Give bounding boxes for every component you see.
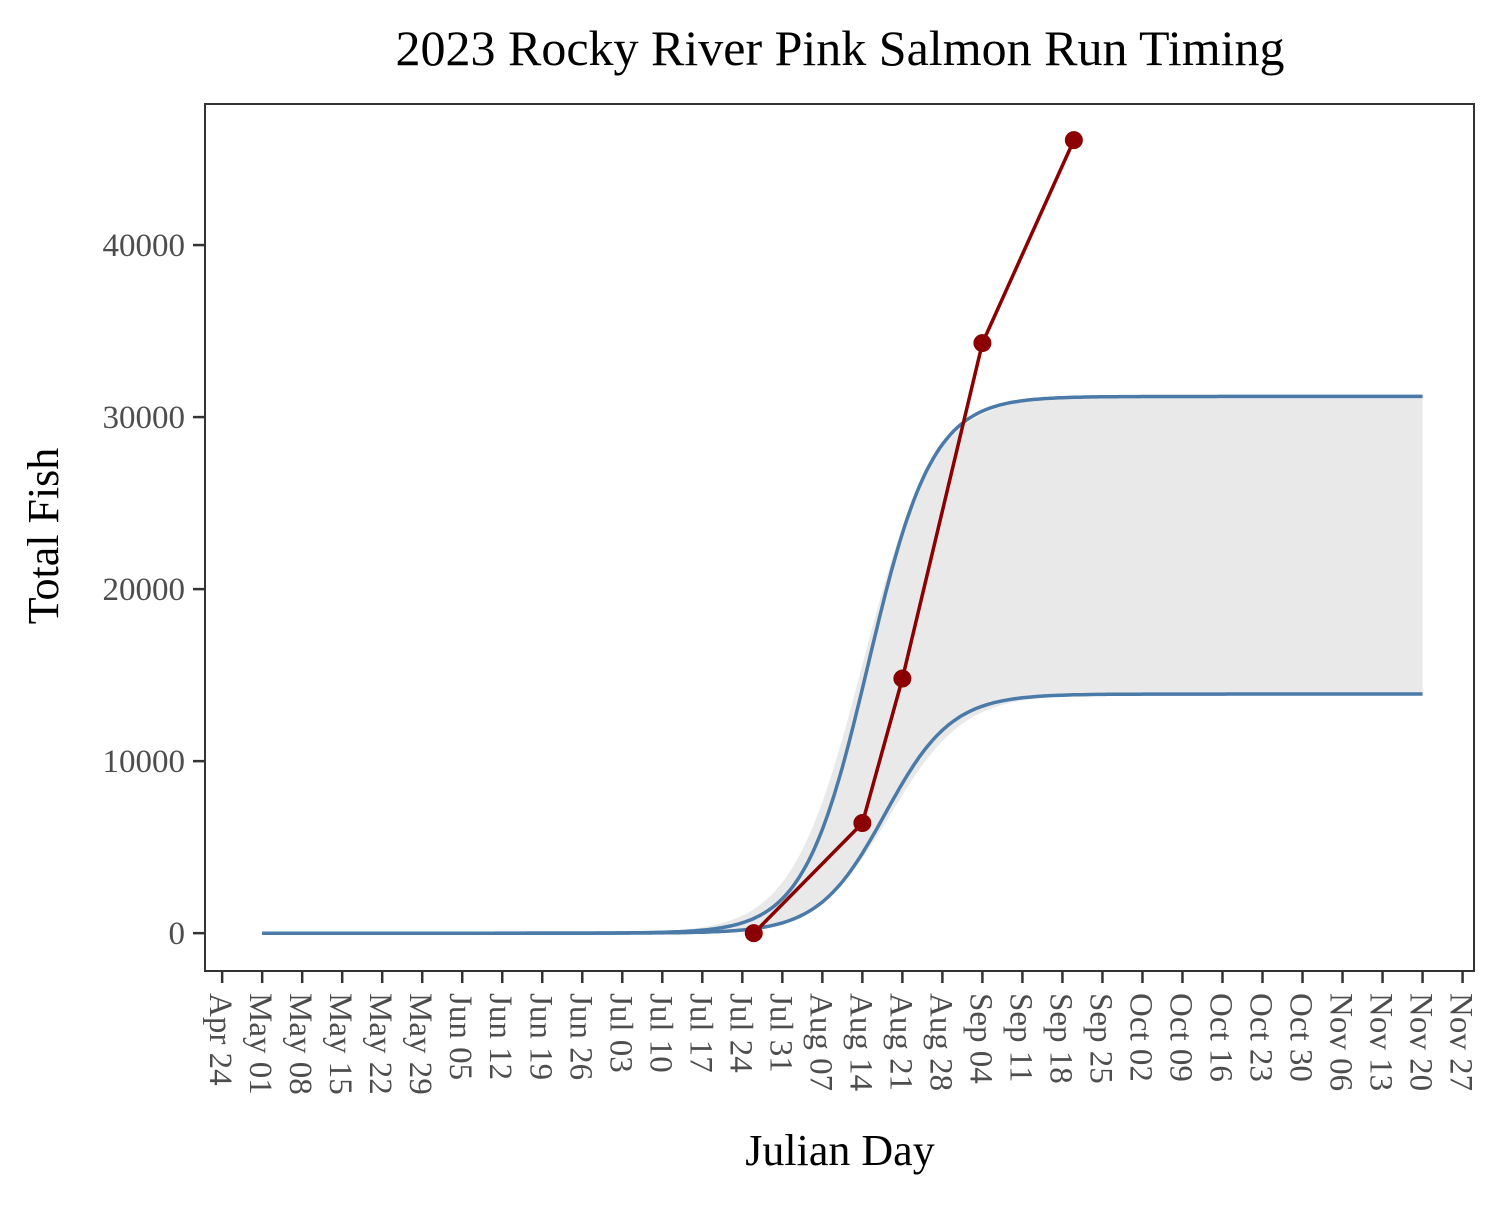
observed-point xyxy=(1064,131,1083,150)
plot-panel xyxy=(204,103,1475,972)
y-tick-label: 30000 xyxy=(103,400,186,436)
x-tick-label: May 15 xyxy=(322,993,358,1095)
observed-point xyxy=(853,814,872,833)
chart-title: 2023 Rocky River Pink Salmon Run Timing xyxy=(395,20,1284,76)
x-tick-label: Aug 28 xyxy=(922,993,958,1091)
fitted-curve-lower xyxy=(262,692,1423,935)
x-tick-label: Oct 30 xyxy=(1283,993,1319,1082)
x-tick-label: Sep 25 xyxy=(1082,993,1118,1084)
x-axis: Apr 24 May 01 May 08 May 15 May 22 May 29 Jun … xyxy=(202,971,1479,1095)
y-axis: 0 10000 20000 30000 40000 xyxy=(103,228,205,952)
x-tick-label: Sep 11 xyxy=(1002,993,1038,1083)
x-tick-label: Oct 16 xyxy=(1203,993,1239,1082)
x-tick-label: Jun 19 xyxy=(522,993,558,1080)
x-tick-label: Jun 05 xyxy=(442,993,478,1080)
confidence-band xyxy=(262,396,1423,934)
y-axis-title: Total Fish xyxy=(19,448,68,625)
x-tick-label: Apr 24 xyxy=(202,993,238,1086)
x-tick-label: Jul 31 xyxy=(762,993,798,1073)
x-tick-label: Oct 23 xyxy=(1243,993,1279,1082)
x-tick-label: Aug 07 xyxy=(802,993,838,1091)
y-tick-label: 0 xyxy=(169,916,186,952)
y-tick-label: 10000 xyxy=(103,744,186,780)
observed-point xyxy=(973,334,992,353)
x-tick-label: May 22 xyxy=(362,993,398,1095)
x-tick-label: May 29 xyxy=(402,993,438,1095)
x-tick-label: Nov 20 xyxy=(1403,993,1439,1091)
x-tick-label: Aug 21 xyxy=(882,993,918,1091)
x-axis-title: Julian Day xyxy=(745,1126,934,1175)
x-tick-label: Jun 26 xyxy=(562,993,598,1080)
x-tick-label: Sep 04 xyxy=(962,993,998,1084)
observed-point xyxy=(893,669,912,688)
observed-point xyxy=(744,924,763,943)
x-tick-label: Nov 06 xyxy=(1323,993,1359,1091)
x-tick-label: Jul 17 xyxy=(682,993,718,1073)
y-tick-label: 20000 xyxy=(103,572,186,608)
x-tick-label: May 01 xyxy=(242,993,278,1095)
x-tick-label: Jun 12 xyxy=(482,993,518,1080)
x-tick-label: Oct 09 xyxy=(1163,993,1199,1082)
x-tick-label: Oct 02 xyxy=(1123,993,1159,1082)
y-tick-label: 40000 xyxy=(103,228,186,264)
x-tick-label: May 08 xyxy=(282,993,318,1095)
x-tick-label: Jul 10 xyxy=(642,993,678,1073)
x-tick-label: Aug 14 xyxy=(842,993,878,1091)
x-tick-label: Jul 24 xyxy=(722,993,758,1073)
x-tick-label: Jul 03 xyxy=(602,993,638,1073)
x-tick-label: Sep 18 xyxy=(1042,993,1078,1084)
x-tick-label: Nov 13 xyxy=(1363,993,1399,1091)
x-tick-label: Nov 27 xyxy=(1443,993,1479,1091)
plot-border xyxy=(204,103,1475,972)
